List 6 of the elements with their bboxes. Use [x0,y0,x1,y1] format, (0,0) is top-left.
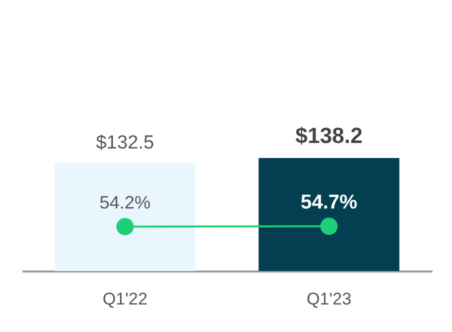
data-label: 54.2% [99,192,151,213]
x-tick-label: Q1'22 [102,290,148,308]
x-tick-label: Q1'23 [306,290,352,308]
data-label: $132.5 [96,132,154,154]
data-label: $138.2 [295,122,363,148]
data-label: 54.7% [300,191,358,214]
